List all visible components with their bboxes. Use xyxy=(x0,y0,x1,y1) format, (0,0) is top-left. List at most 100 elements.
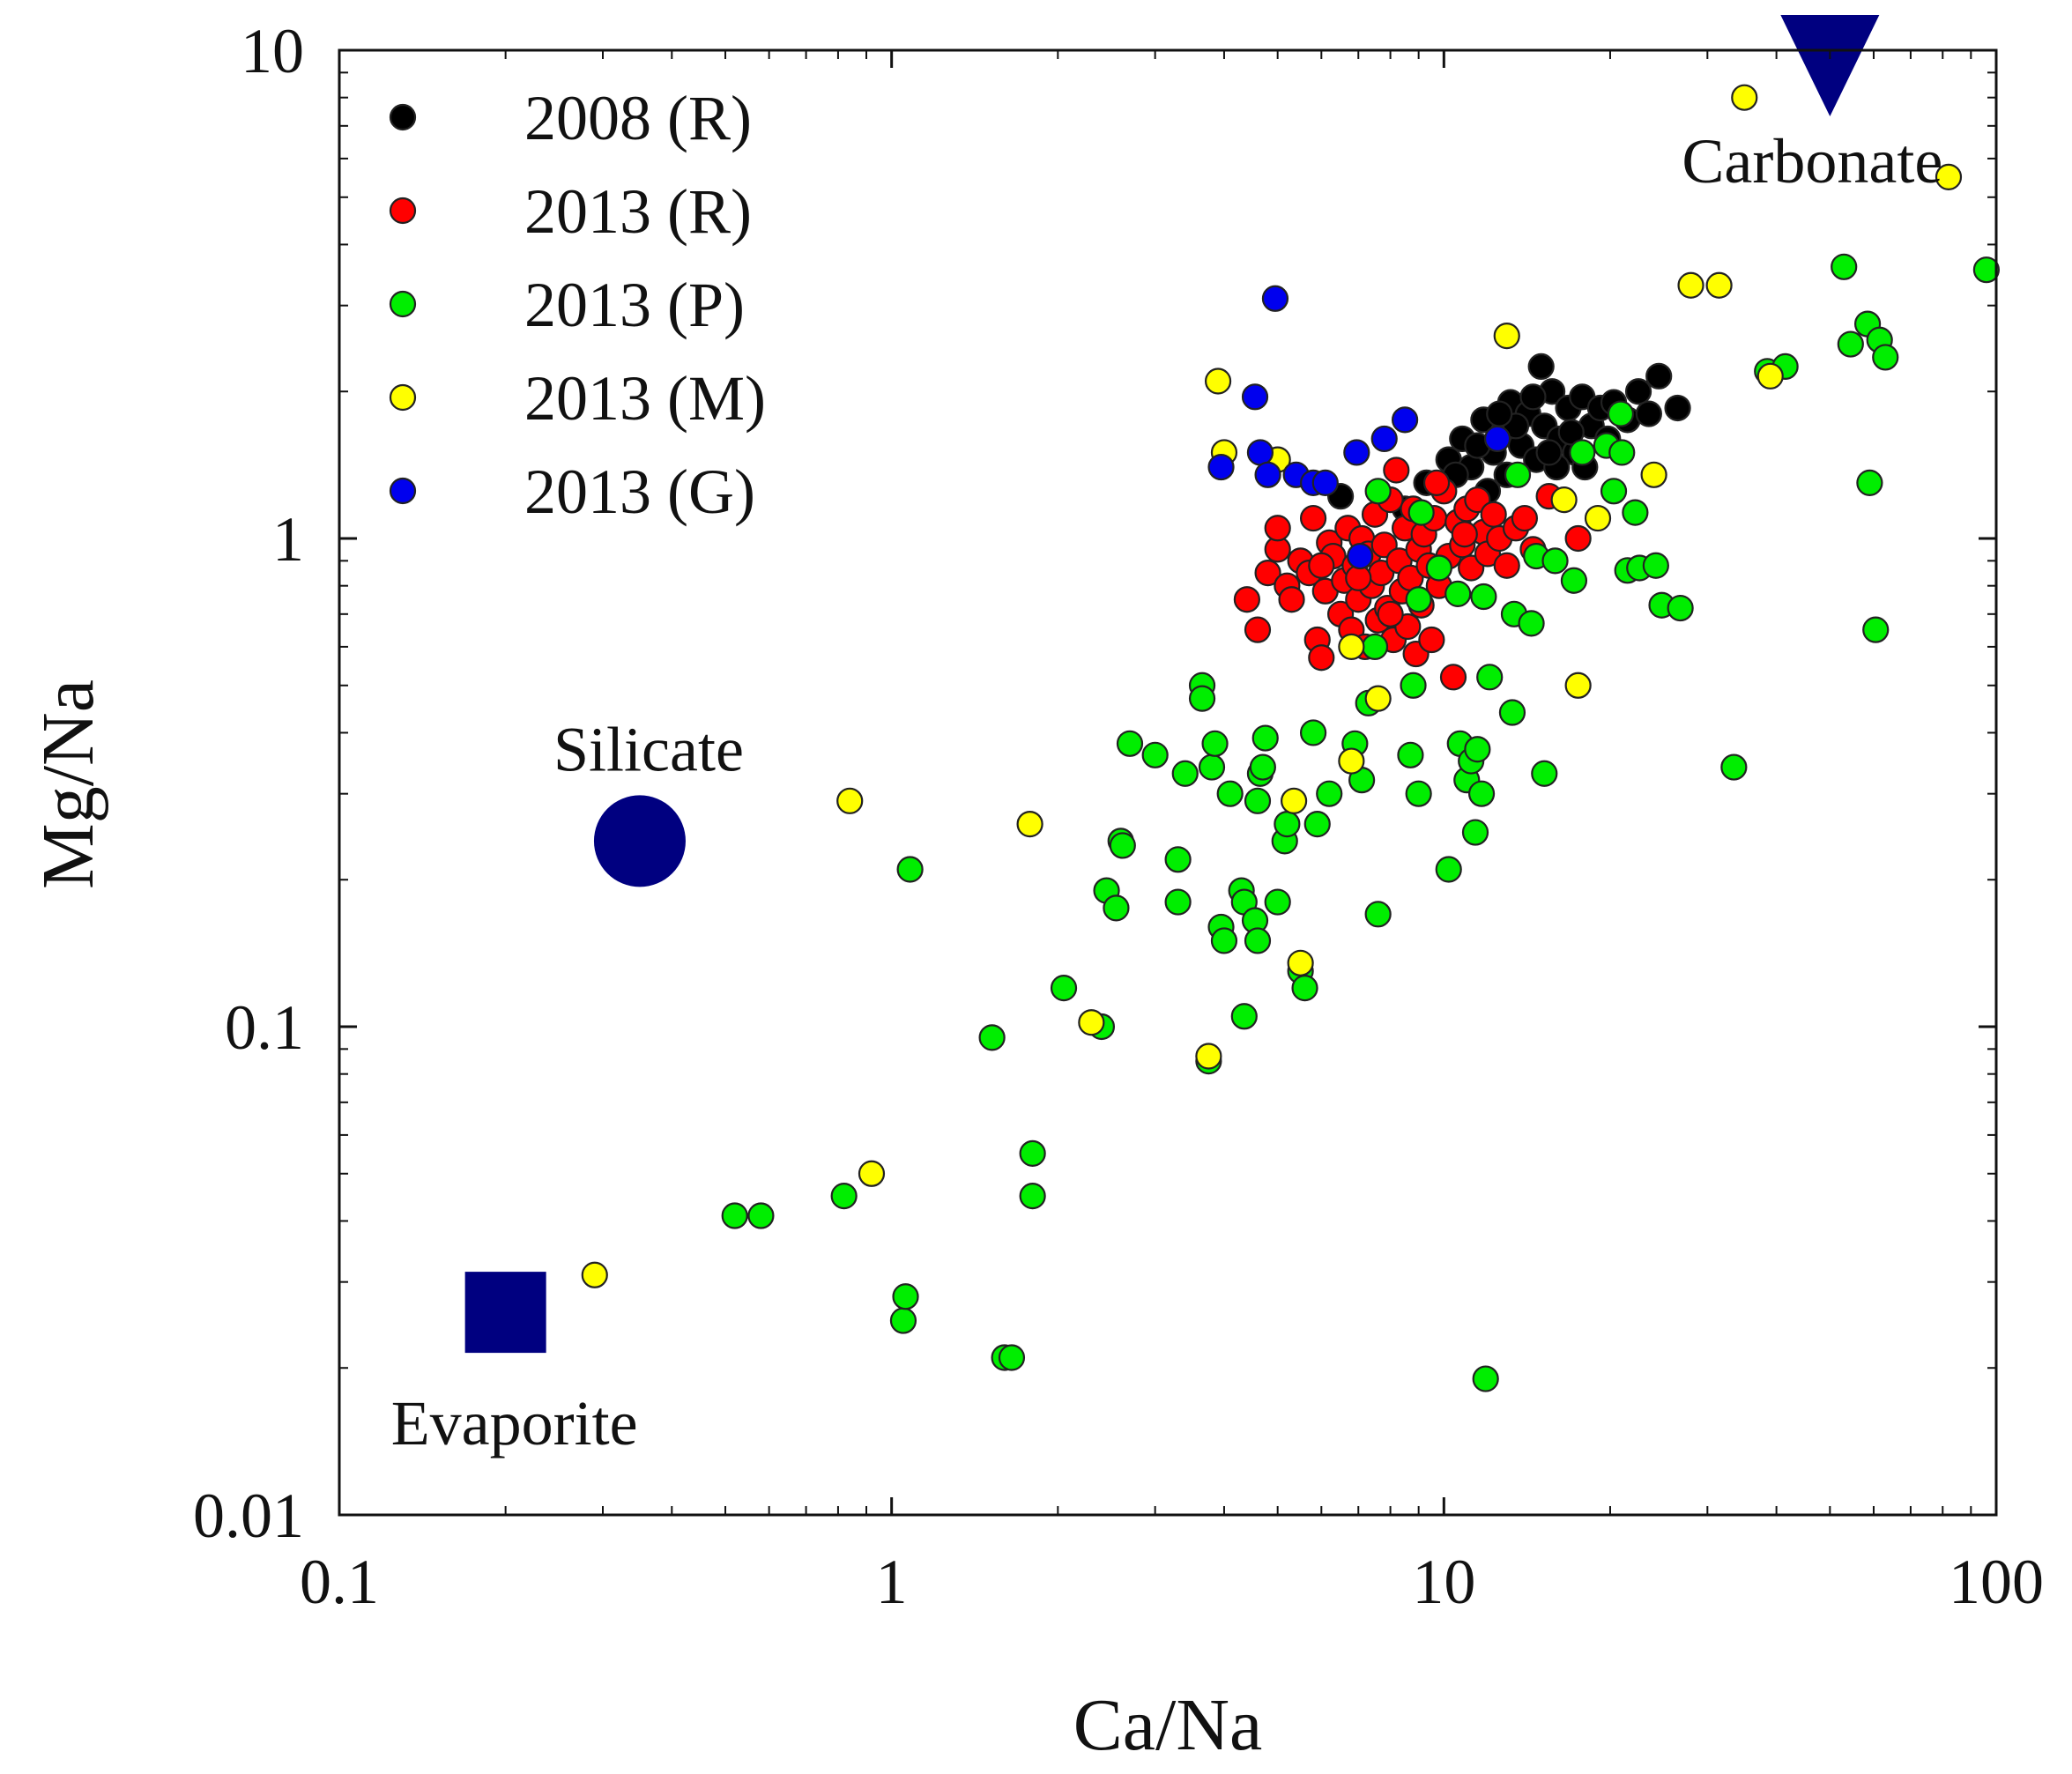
x-tick-label: 10 xyxy=(1412,1547,1475,1617)
data-point xyxy=(1311,469,1339,496)
data-point xyxy=(830,1183,858,1210)
carbonate-marker xyxy=(1780,15,1880,117)
data-point xyxy=(1418,626,1445,654)
data-point xyxy=(1405,780,1432,807)
legend-label: 2013 (R) xyxy=(524,176,752,247)
y-axis-title: Mg/Na xyxy=(27,679,109,889)
data-point xyxy=(1720,753,1748,781)
data-point xyxy=(1201,730,1229,757)
data-point xyxy=(1246,439,1274,466)
data-point xyxy=(1308,644,1335,672)
data-point xyxy=(1281,787,1308,814)
data-point xyxy=(1640,461,1667,488)
data-point xyxy=(1405,586,1432,613)
data-point xyxy=(889,1307,917,1334)
data-point xyxy=(1207,453,1235,481)
plot-frame xyxy=(338,48,1998,1517)
x-axis: 0.1 1 10 100 xyxy=(300,50,2044,1617)
data-point xyxy=(1377,600,1404,627)
legend-swatch xyxy=(389,477,417,505)
data-point xyxy=(1837,330,1864,358)
data-point xyxy=(1622,499,1649,526)
data-point xyxy=(1756,362,1784,390)
data-point xyxy=(1569,439,1596,466)
data-point xyxy=(1862,616,1890,643)
data-point xyxy=(1451,521,1478,548)
legend-item-2013-p: 2013 (P) xyxy=(389,270,745,340)
data-point xyxy=(1407,499,1435,526)
data-point xyxy=(892,1283,919,1310)
data-point xyxy=(1078,1009,1105,1036)
evaporite-label: Evaporite xyxy=(391,1388,638,1459)
data-point xyxy=(1019,1139,1046,1167)
data-point xyxy=(1364,685,1392,712)
legend-swatch xyxy=(389,103,417,131)
data-point xyxy=(1019,1183,1046,1210)
data-point xyxy=(858,1160,886,1187)
data-point xyxy=(896,856,924,883)
data-point xyxy=(1287,949,1314,976)
data-point xyxy=(1016,811,1043,838)
data-point xyxy=(1397,741,1424,768)
data-point xyxy=(1831,253,1858,280)
data-point xyxy=(1361,633,1389,661)
legend-item-2013-g: 2013 (G) xyxy=(389,456,755,527)
data-point xyxy=(1308,552,1335,579)
legend-swatch xyxy=(389,290,417,318)
data-point xyxy=(1493,552,1520,579)
data-point xyxy=(1233,586,1260,613)
data-point xyxy=(1600,478,1628,505)
data-point xyxy=(1188,685,1216,712)
data-point xyxy=(1251,724,1279,752)
data-point xyxy=(1527,353,1555,380)
data-point xyxy=(1195,1043,1222,1070)
data-point xyxy=(1498,699,1526,726)
data-point xyxy=(1645,362,1673,390)
data-point xyxy=(1204,367,1232,395)
data-point xyxy=(1972,256,2000,284)
legend-label: 2013 (M) xyxy=(524,363,766,434)
data-point xyxy=(836,787,864,814)
data-point xyxy=(1274,811,1301,838)
data-point xyxy=(1299,719,1327,746)
silicate-marker xyxy=(593,795,686,887)
data-point xyxy=(1141,741,1169,768)
data-point xyxy=(1504,461,1532,488)
data-point xyxy=(1291,975,1318,1002)
x-tick-label: 1 xyxy=(876,1547,908,1617)
data-point xyxy=(1216,780,1244,807)
data-point xyxy=(1557,419,1585,446)
data-point xyxy=(1511,504,1539,532)
x-tick-label: 100 xyxy=(1949,1547,2044,1617)
data-point xyxy=(1103,894,1130,922)
data-point xyxy=(1278,586,1305,613)
data-point xyxy=(1338,633,1365,661)
data-point xyxy=(1531,760,1558,787)
data-point xyxy=(1518,610,1545,637)
data-point xyxy=(1254,461,1281,488)
legend-swatch xyxy=(389,383,417,412)
legend-item-2008-r: 2008 (R) xyxy=(389,83,752,153)
data-point xyxy=(1607,400,1635,427)
legend-item-2013-r: 2013 (R) xyxy=(389,176,752,247)
data-point xyxy=(1244,616,1272,643)
data-point xyxy=(1560,567,1588,594)
data-point xyxy=(1472,1365,1499,1392)
legend-item-2013-m: 2013 (M) xyxy=(389,363,766,434)
x-axis-title: Ca/Na xyxy=(1073,1684,1263,1766)
data-point xyxy=(1935,163,1963,190)
data-point xyxy=(1444,580,1472,607)
legend-swatch xyxy=(389,197,417,225)
data-point xyxy=(1550,486,1578,514)
carbonate-label: Carbonate xyxy=(1682,126,1942,197)
endmembers-layer: Silicate Evaporite Carbonate xyxy=(391,15,1942,1459)
silicate-label: Silicate xyxy=(553,714,744,784)
data-point xyxy=(1109,832,1136,859)
data-point xyxy=(1299,504,1327,532)
legend-label: 2008 (R) xyxy=(524,83,752,153)
data-point xyxy=(1856,469,1883,496)
data-point xyxy=(1608,439,1636,466)
y-tick-label: 10 xyxy=(241,16,304,86)
data-point xyxy=(1486,400,1513,427)
data-point xyxy=(1210,927,1238,954)
